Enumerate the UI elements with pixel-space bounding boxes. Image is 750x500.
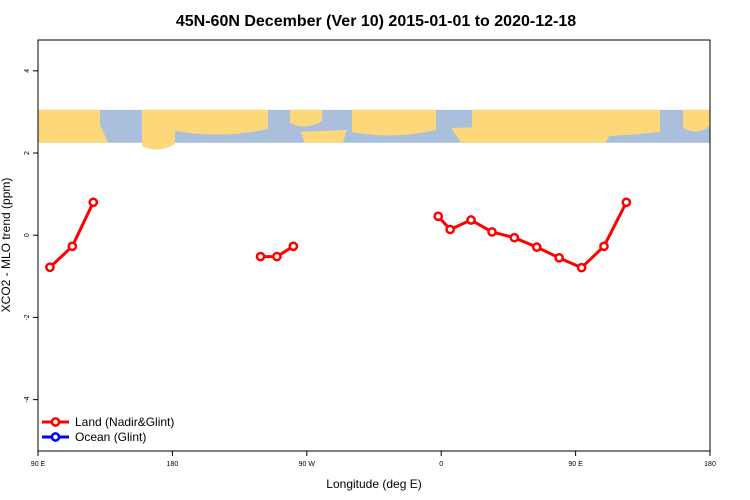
y-tick-label: -2 [24, 314, 31, 320]
map-land [300, 129, 347, 143]
data-point [288, 241, 299, 252]
map-land [38, 119, 108, 143]
map-land [352, 109, 436, 136]
x-tick-label: 90 E [568, 461, 583, 468]
legend-marker [50, 417, 61, 427]
y-axis-label: XCO2 - MLO trend (ppm) [0, 178, 13, 313]
legend: Land (Nadir&Glint)Ocean (Glint) [42, 415, 174, 444]
x-tick-label: 180 [167, 461, 179, 468]
x-axis-label: Longitude (deg E) [326, 477, 421, 491]
chart-title: 45N-60N December (Ver 10) 2015-01-01 to … [176, 13, 576, 30]
x-axis: 90 E 180 90 W 0 90 E 180 [31, 451, 716, 468]
x-tick-label: 180 [704, 461, 716, 468]
data-point [621, 197, 632, 208]
y-tick-label: -4 [24, 396, 31, 402]
data-point [509, 232, 520, 243]
plot-frame [37, 39, 711, 452]
world-map-strip [38, 109, 710, 150]
data-point [576, 262, 587, 273]
x-tick-label: 90 E [31, 461, 46, 468]
map-land [290, 109, 322, 127]
y-axis: -4 -2 0 2 4 [24, 69, 38, 403]
x-tick-label: 90 W [299, 461, 316, 468]
data-point [433, 211, 444, 222]
map-land [683, 109, 710, 132]
y-tick-label: 4 [24, 69, 31, 73]
data-point [466, 215, 476, 225]
data-point [88, 197, 99, 208]
data-point [45, 262, 55, 273]
data-point [531, 242, 542, 252]
x-tick-label: 0 [439, 461, 443, 468]
data-point [67, 241, 78, 252]
map-land [175, 109, 268, 135]
legend-entry: Land (Nadir&Glint) [75, 415, 174, 429]
series-layer [45, 197, 632, 273]
map-land [451, 123, 616, 143]
legend-marker [50, 432, 61, 442]
series-line [48, 201, 95, 269]
y-tick-label: 2 [24, 151, 31, 155]
legend-entry: Ocean (Glint) [75, 430, 146, 444]
data-point [272, 251, 282, 262]
data-point [554, 252, 565, 263]
data-point [599, 241, 609, 252]
data-point [445, 224, 456, 235]
data-point [487, 227, 497, 237]
series-line [437, 201, 628, 270]
map-land [142, 109, 175, 150]
y-tick-label: 0 [24, 233, 31, 237]
data-point [255, 251, 266, 262]
